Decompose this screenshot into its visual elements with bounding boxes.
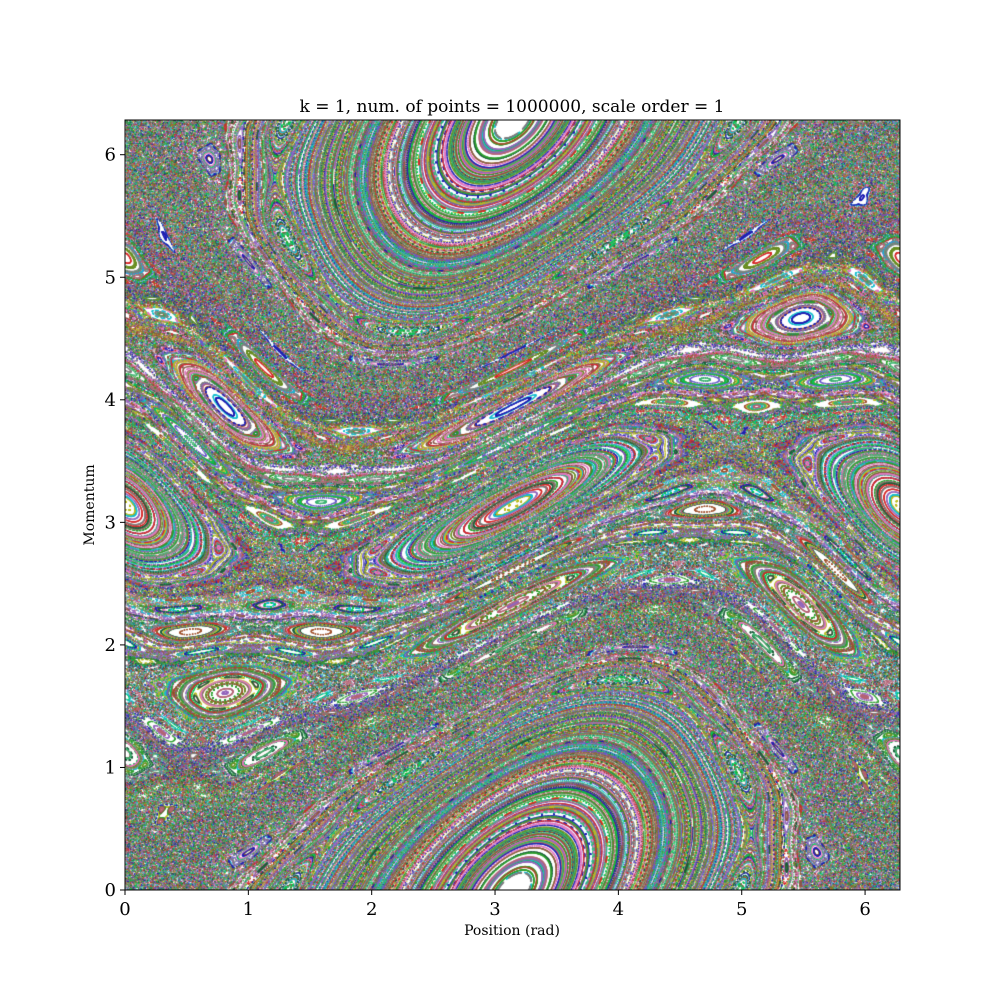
y-tick-label: 1 — [105, 757, 116, 778]
x-tick-label: 1 — [243, 899, 254, 920]
y-tick-label: 3 — [105, 512, 116, 533]
x-tick-label: 5 — [736, 899, 747, 920]
chart-title: k = 1, num. of points = 1000000, scale o… — [300, 97, 725, 117]
x-tick-label: 4 — [613, 899, 624, 920]
plot-frame — [124, 119, 901, 891]
y-axis: 0 1 2 3 4 5 6 — [105, 145, 125, 901]
plot-area — [124, 119, 901, 891]
x-axis-label: Position (rad) — [464, 923, 560, 939]
x-axis: 0 1 2 3 4 5 6 — [119, 890, 871, 920]
y-tick-label: 4 — [105, 390, 116, 411]
x-tick-label: 2 — [366, 899, 377, 920]
x-tick-label: 6 — [859, 899, 870, 920]
x-tick-label: 3 — [489, 899, 500, 920]
orbit-points — [125, 120, 900, 890]
y-tick-label: 2 — [105, 635, 116, 656]
y-tick-label: 6 — [105, 145, 116, 166]
y-axis-label: Momentum — [82, 464, 98, 545]
x-tick-label: 0 — [119, 899, 130, 920]
scatter-layer — [125, 120, 900, 890]
y-tick-label: 0 — [105, 880, 116, 901]
y-tick-label: 5 — [105, 267, 116, 288]
